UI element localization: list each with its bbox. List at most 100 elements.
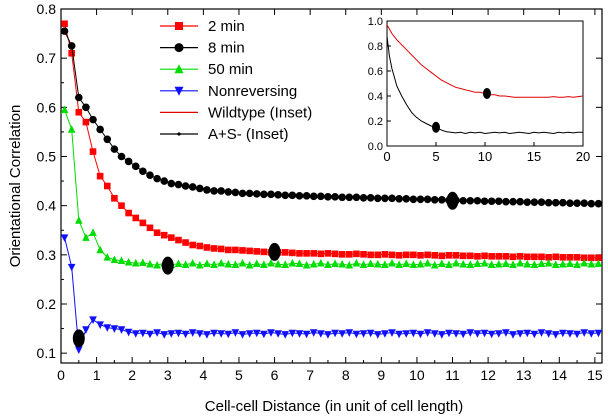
data-point — [509, 260, 517, 268]
data-point — [246, 247, 253, 255]
data-point — [438, 195, 446, 204]
data-point — [580, 199, 589, 208]
data-point — [188, 329, 197, 337]
legend-label: A+S- (Inset) — [208, 126, 288, 143]
data-point — [373, 194, 382, 203]
x-tick-label: 0 — [57, 367, 65, 383]
data-point — [174, 43, 184, 53]
data-point — [324, 250, 332, 257]
data-point — [302, 330, 311, 339]
data-point — [295, 259, 304, 267]
x-axis-label: Cell-cell Distance (in unit of cell leng… — [205, 398, 463, 415]
data-point — [494, 197, 503, 206]
y-tick-label: 0.1 — [37, 345, 57, 361]
data-point — [103, 252, 112, 261]
x-tick-label: 15 — [587, 367, 603, 383]
data-point — [324, 260, 332, 268]
x-tick-label: 3 — [164, 367, 172, 383]
data-point — [67, 42, 76, 50]
data-point — [174, 64, 184, 74]
data-point — [274, 191, 282, 199]
data-point — [89, 228, 97, 237]
data-point — [224, 188, 233, 196]
x-tick-label: 6 — [271, 367, 279, 383]
data-point — [481, 252, 488, 260]
data-point — [360, 251, 367, 258]
data-point — [587, 330, 596, 338]
data-point — [424, 251, 431, 259]
data-point — [210, 245, 218, 252]
data-point — [174, 180, 183, 189]
data-point — [580, 329, 589, 337]
data-point — [538, 253, 545, 261]
data-point — [103, 324, 112, 332]
data-point — [174, 259, 183, 267]
inset-y-tick-label: 0.2 — [368, 116, 383, 128]
data-point — [416, 195, 425, 204]
data-point — [530, 198, 539, 207]
data-point — [224, 330, 233, 339]
data-point — [423, 195, 432, 204]
data-point — [303, 250, 310, 257]
data-point — [160, 331, 169, 339]
data-point — [61, 20, 68, 28]
data-point — [594, 329, 603, 338]
data-point — [530, 260, 539, 268]
data-point — [373, 331, 382, 339]
data-point — [281, 191, 290, 200]
data-point — [288, 329, 297, 338]
data-point — [153, 229, 161, 237]
data-point — [573, 253, 581, 261]
data-point — [402, 194, 411, 203]
data-point — [153, 174, 161, 183]
data-point — [238, 189, 247, 198]
data-point — [82, 118, 90, 126]
data-point — [459, 259, 467, 268]
data-point — [96, 245, 104, 254]
data-point — [338, 330, 346, 338]
y-tick-label: 0.3 — [37, 247, 57, 263]
data-point — [217, 258, 225, 267]
data-point — [210, 187, 218, 195]
data-point — [474, 253, 481, 260]
data-point — [516, 197, 524, 206]
data-point — [309, 259, 318, 268]
data-point — [295, 192, 304, 200]
data-point — [366, 259, 375, 267]
data-point — [488, 253, 495, 260]
series-line — [64, 23, 599, 259]
inset-y-tick-label: 0.6 — [368, 66, 383, 78]
data-point — [416, 330, 425, 339]
inset-x-tick-label: 10 — [478, 149, 492, 164]
data-point — [238, 258, 247, 267]
data-point — [309, 192, 318, 201]
data-point — [310, 250, 318, 257]
data-point — [480, 258, 489, 267]
data-point — [74, 93, 83, 102]
data-point — [352, 330, 361, 339]
series-2-min — [61, 20, 602, 262]
data-point — [139, 329, 147, 338]
data-point — [196, 184, 204, 193]
data-point — [110, 255, 119, 264]
data-point — [388, 329, 396, 337]
data-point — [196, 260, 204, 269]
data-point — [331, 259, 339, 267]
main-series-group — [60, 20, 603, 355]
data-point — [274, 330, 282, 338]
data-point — [430, 330, 439, 338]
data-point — [410, 251, 417, 259]
data-point — [438, 252, 446, 260]
data-point — [281, 331, 290, 339]
legend-marker — [177, 132, 181, 136]
x-tick-label: 1 — [93, 367, 101, 383]
legend: 2 min 8 min 50 min Nonreversing Wildtype (In… — [160, 18, 312, 143]
data-point — [381, 194, 389, 203]
data-point — [516, 258, 524, 267]
data-point — [466, 260, 475, 268]
data-point — [67, 125, 76, 133]
inset-y-tick-label: 0.8 — [368, 41, 383, 53]
data-point — [252, 190, 261, 198]
data-point — [252, 259, 261, 267]
data-point — [181, 260, 190, 268]
